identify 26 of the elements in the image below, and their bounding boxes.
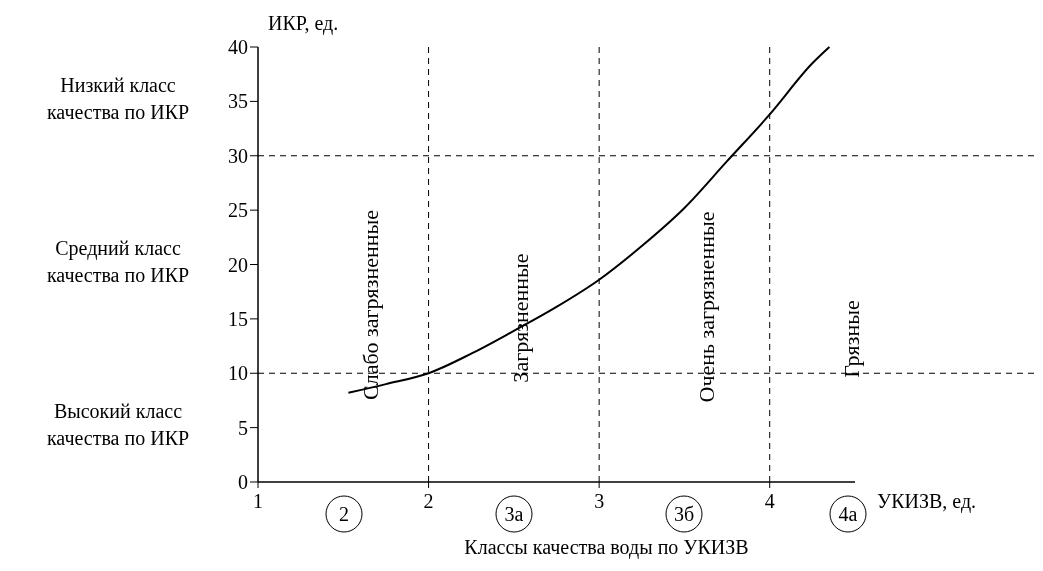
y-tick-label: 35: [228, 90, 248, 113]
y-axis-title: ИКР, ед.: [268, 12, 339, 35]
text: Низкий класс качества по ИКР: [46, 74, 190, 123]
x-tick-label: 1: [253, 490, 263, 512]
x-tick-label: 3: [594, 490, 605, 512]
text: 3б: [673, 503, 695, 525]
text: Высокий класс качества по ИКР: [46, 400, 190, 449]
text: 4а: [838, 503, 858, 525]
x2-axis-title: Классы качества воды по УКИЗВ: [464, 536, 749, 559]
y-tick-label: 5: [238, 416, 248, 439]
y-tick-label: 25: [228, 199, 248, 222]
annotation: Грязные: [839, 300, 864, 378]
annotation: Слабо загрязненные: [358, 209, 383, 401]
annotation: Очень загрязненные: [694, 211, 719, 403]
y-tick-label: 15: [228, 307, 248, 330]
y-tick-label: 40: [228, 36, 248, 58]
y-tick-label: 30: [228, 144, 248, 167]
y-tick-label: 10: [228, 362, 248, 385]
y-tick-label: 0: [238, 471, 248, 493]
y-tick-label: 20: [228, 253, 248, 276]
text: Средний класс качества по ИКР: [46, 237, 190, 286]
text: 3а: [504, 503, 524, 525]
x-tick-label: 2: [423, 490, 434, 512]
x-tick-label: 4: [764, 490, 775, 512]
x-axis-title: УКИЗВ, ед.: [877, 490, 977, 513]
annotation: Загрязненные: [508, 253, 533, 383]
